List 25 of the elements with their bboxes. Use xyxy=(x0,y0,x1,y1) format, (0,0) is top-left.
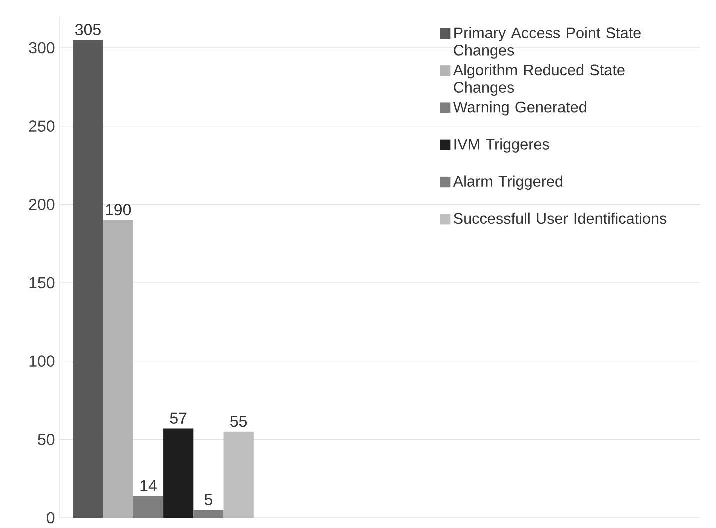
legend-label: Warning Generated xyxy=(453,101,586,116)
bar xyxy=(103,220,134,518)
bar xyxy=(133,496,164,518)
legend-label: IVM Triggeres xyxy=(454,138,550,153)
data-label: 190 xyxy=(106,204,132,216)
bar xyxy=(73,40,104,518)
y-tick-label: 150 xyxy=(30,277,55,289)
y-tick-label: 50 xyxy=(38,434,55,446)
y-tick-label: 250 xyxy=(29,120,55,132)
data-label: 305 xyxy=(75,24,101,36)
bar xyxy=(194,510,224,518)
y-tick-label: 100 xyxy=(30,356,55,367)
y-tick-label: 300 xyxy=(29,42,55,54)
bar xyxy=(164,428,194,518)
legend-label: Alarm Triggered xyxy=(453,176,563,190)
legend-label: Algorithm Reduced State Changes xyxy=(453,64,625,96)
data-label: 57 xyxy=(170,412,187,424)
y-tick-label: 0 xyxy=(47,512,55,524)
data-label: 55 xyxy=(230,416,248,428)
legend-label: Primary Access Point State Changes xyxy=(454,27,641,59)
data-label: 5 xyxy=(204,494,212,506)
y-tick-label: 200 xyxy=(29,198,55,210)
legend-label: Successfull User Identifications xyxy=(454,212,667,224)
bar xyxy=(224,432,254,518)
data-label: 14 xyxy=(140,480,157,492)
